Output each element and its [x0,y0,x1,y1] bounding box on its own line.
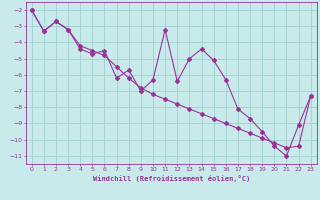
X-axis label: Windchill (Refroidissement éolien,°C): Windchill (Refroidissement éolien,°C) [92,175,250,182]
